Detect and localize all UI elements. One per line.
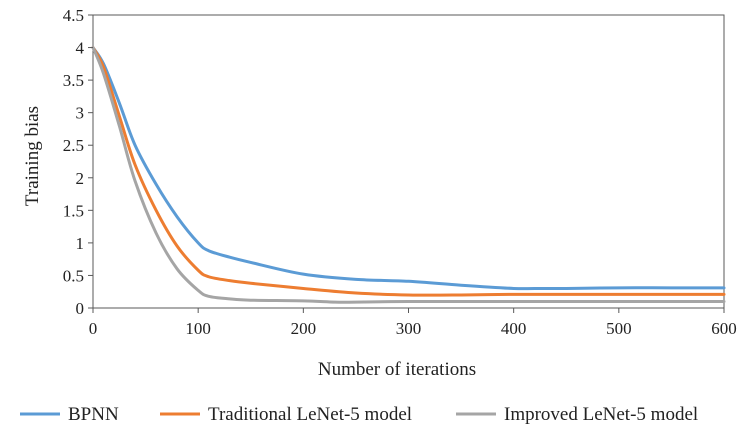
axis-ticks: 0 0.5 1 1.5 2 2.5 3 3.5 4 4.5 0 100 200 300 400 500 600 (63, 6, 737, 338)
y-tick-label: 2 (76, 169, 85, 188)
x-tick-label: 400 (501, 319, 527, 338)
series-line-improved-lenet-5-model (91, 46, 726, 304)
x-tick-label: 500 (606, 319, 632, 338)
legend-label-bpnn: BPNN (68, 404, 119, 425)
legend: BPNN Traditional LeNet-5 model Improved Le… (20, 404, 698, 425)
y-tick-label: 4.5 (63, 6, 84, 25)
y-tick-label: 1.5 (63, 201, 84, 220)
x-tick-label: 100 (185, 319, 211, 338)
x-tick-label: 600 (711, 319, 737, 338)
series-layer (91, 46, 726, 304)
y-tick-label: 3 (76, 104, 85, 123)
series-line-bpnn (91, 46, 726, 291)
y-tick-label: 1 (76, 234, 85, 253)
x-tick-label: 200 (291, 319, 317, 338)
x-axis-label: Number of iterations (318, 359, 476, 380)
y-tick-label: 2.5 (63, 136, 84, 155)
y-tick-label: 0 (76, 299, 85, 318)
x-tick-label: 300 (396, 319, 422, 338)
y-axis-label: Training bias (22, 106, 43, 206)
legend-label-improved-lenet-5-model: Improved LeNet-5 model (504, 404, 698, 425)
x-tick-label: 0 (89, 319, 98, 338)
legend-label-traditional-lenet-5-model: Traditional LeNet-5 model (208, 404, 412, 425)
y-tick-label: 3.5 (63, 71, 84, 90)
series-line-traditional-lenet-5-model (91, 46, 726, 297)
y-tick-label: 4 (76, 39, 85, 58)
y-tick-label: 0.5 (63, 266, 84, 285)
